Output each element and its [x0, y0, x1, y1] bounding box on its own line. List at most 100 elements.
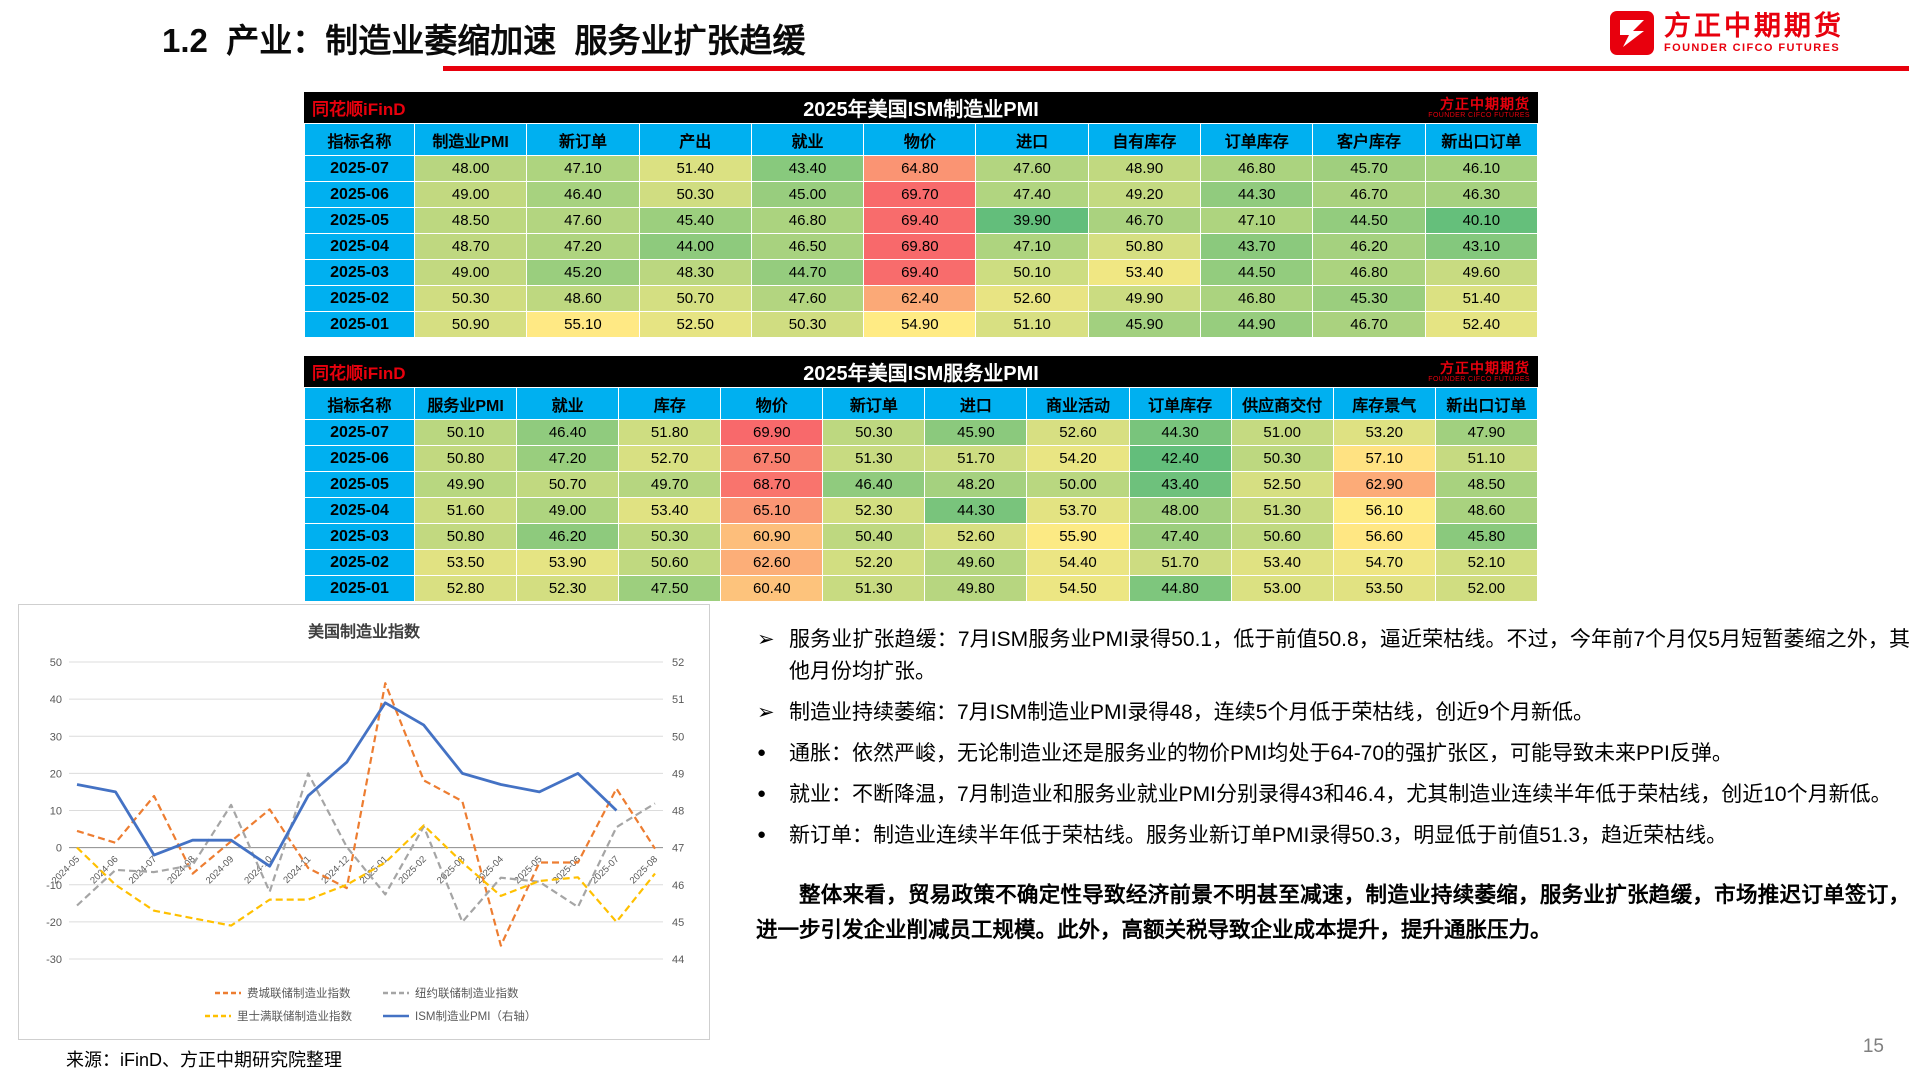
value-cell: 46.40 [822, 471, 926, 498]
row-label: 2025-04 [304, 233, 415, 260]
value-cell: 52.20 [822, 549, 926, 576]
bullet-text: 新订单：制造业连续半年低于荣枯线。服务业新订单PMI录得50.3，明显低于前值5… [789, 823, 1728, 847]
value-cell: 50.30 [1230, 445, 1334, 472]
value-cell: 50.80 [413, 445, 518, 472]
value-cell: 51.40 [1424, 285, 1539, 312]
bullet-marker-icon: ● [757, 743, 767, 761]
svg-text:费城联储制造业指数: 费城联储制造业指数 [247, 986, 351, 1000]
value-cell: 53.50 [1332, 575, 1436, 602]
analysis-notes: ➢ 服务业扩张趋缓：7月ISM服务业PMI录得50.1，低于前值50.8，逼近荣枯… [756, 624, 1910, 947]
value-cell: 69.80 [863, 233, 977, 260]
manufacturing-indices-chart: -30 -20 -10 0 10 20 30 40 50 44 45 46 47 48 49 50 51 52 20… [46, 657, 684, 1023]
svg-text:2025-06: 2025-06 [551, 854, 583, 886]
svg-text:40: 40 [50, 694, 62, 706]
value-cell: 45.90 [1087, 311, 1202, 338]
table-row: 2025-03 50.80 46.20 50.30 60.90 50.40 52.60 55.… [304, 523, 1539, 550]
value-cell: 54.90 [863, 311, 977, 338]
row-label: 2025-06 [304, 445, 415, 472]
value-cell: 50.70 [638, 285, 752, 312]
value-cell: 44.30 [1128, 419, 1232, 446]
column-header: 指标名称 [304, 123, 415, 156]
value-cell: 50.30 [750, 311, 865, 338]
value-cell: 50.70 [516, 471, 620, 498]
value-cell: 60.40 [720, 575, 824, 602]
value-cell: 39.90 [975, 207, 1089, 234]
value-cell: 54.40 [1026, 549, 1130, 576]
row-label: 2025-03 [304, 523, 415, 550]
value-cell: 53.20 [1332, 419, 1436, 446]
value-cell: 55.10 [526, 311, 640, 338]
svg-text:46: 46 [672, 880, 684, 892]
column-header: 物价 [863, 123, 977, 156]
value-cell: 52.60 [975, 285, 1089, 312]
value-cell: 50.10 [975, 259, 1089, 286]
table-row: 2025-06 49.00 46.40 50.30 45.00 69.70 47.40 49.… [304, 181, 1539, 208]
value-cell: 52.30 [516, 575, 620, 602]
summary-paragraph: 整体来看，贸易政策不确定性导致经济前景不明甚至减速，制造业持续萎缩，服务业扩张趋… [756, 883, 1910, 942]
row-label: 2025-07 [304, 155, 415, 182]
services-heatmap-grid: 指标名称 服务业PMI 就业 库存 物价 新订单 进口 商业活动 订单库存 供应商交付 库存景气 新出… [304, 387, 1539, 602]
column-header: 制造业PMI [413, 123, 528, 156]
value-cell: 48.00 [1128, 497, 1232, 524]
value-cell: 53.50 [413, 549, 518, 576]
value-cell: 69.70 [863, 181, 977, 208]
value-cell: 48.60 [1434, 497, 1539, 524]
value-cell: 45.80 [1434, 523, 1539, 550]
column-header: 订单库存 [1200, 123, 1314, 156]
column-header: 物价 [720, 387, 824, 420]
svg-text:-30: -30 [46, 954, 62, 966]
value-cell: 47.40 [1128, 523, 1232, 550]
value-cell: 50.30 [413, 285, 528, 312]
value-cell: 47.10 [526, 155, 640, 182]
value-cell: 64.80 [863, 155, 977, 182]
ifind-watermark: 同花顺iFinD [312, 364, 406, 383]
value-cell: 51.70 [1128, 549, 1232, 576]
value-cell: 46.80 [1200, 285, 1314, 312]
svg-text:10: 10 [50, 806, 62, 818]
value-cell: 47.90 [1434, 419, 1539, 446]
chart-title: 美国制造业指数 [307, 624, 420, 641]
table-row: 2025-07 48.00 47.10 51.40 43.40 64.80 47.60 48.… [304, 155, 1539, 182]
value-cell: 53.40 [1087, 259, 1202, 286]
value-cell: 45.90 [924, 419, 1028, 446]
value-cell: 44.80 [1128, 575, 1232, 602]
svg-text:2025-03: 2025-03 [435, 854, 467, 886]
value-cell: 52.70 [618, 445, 722, 472]
value-cell: 43.40 [1128, 471, 1232, 498]
svg-text:44: 44 [672, 954, 684, 966]
value-cell: 44.70 [750, 259, 865, 286]
value-cell: 47.40 [975, 181, 1089, 208]
value-cell: 47.20 [526, 233, 640, 260]
value-cell: 62.60 [720, 549, 824, 576]
company-logo: 方正中期期货 FOUNDER CIFCO FUTURES [1609, 10, 1844, 56]
value-cell: 53.40 [618, 497, 722, 524]
manufacturing-heatmap-grid: 指标名称 制造业PMI 新订单 产出 就业 物价 进口 自有库存 订单库存 客户库存 新出口订单 20… [304, 123, 1539, 338]
svg-text:2025-02: 2025-02 [396, 854, 428, 886]
column-header: 自有库存 [1087, 123, 1202, 156]
row-label: 2025-07 [304, 419, 415, 446]
value-cell: 51.60 [413, 497, 518, 524]
column-header: 商业活动 [1026, 387, 1130, 420]
value-cell: 46.40 [516, 419, 620, 446]
brand-name-en: FOUNDER CIFCO FUTURES [1664, 41, 1841, 54]
value-cell: 50.90 [413, 311, 528, 338]
value-cell: 47.10 [975, 233, 1089, 260]
value-cell: 52.30 [822, 497, 926, 524]
svg-text:45: 45 [672, 917, 684, 929]
svg-text:50: 50 [672, 731, 684, 743]
column-header: 客户库存 [1312, 123, 1426, 156]
brand-name-cn: 方正中期期货 [1664, 10, 1844, 41]
value-cell: 49.90 [1087, 285, 1202, 312]
svg-text:ISM制造业PMI（右轴）: ISM制造业PMI（右轴） [415, 1009, 536, 1023]
ifind-watermark: 同花顺iFinD [312, 100, 406, 119]
value-cell: 50.30 [638, 181, 752, 208]
value-cell: 43.70 [1200, 233, 1314, 260]
value-cell: 49.80 [924, 575, 1028, 602]
brand-text: 方正中期期货 FOUNDER CIFCO FUTURES [1664, 10, 1844, 55]
value-cell: 45.70 [1312, 155, 1426, 182]
value-cell: 52.60 [1026, 419, 1130, 446]
services-table-title: 2025年美国ISM服务业PMI [803, 363, 1039, 385]
manufacturing-table-titlebar: 同花顺iFinD 2025年美国ISM制造业PMI 方正中期期货 FOUNDER… [304, 92, 1538, 123]
value-cell: 51.30 [822, 445, 926, 472]
column-header: 就业 [750, 123, 865, 156]
